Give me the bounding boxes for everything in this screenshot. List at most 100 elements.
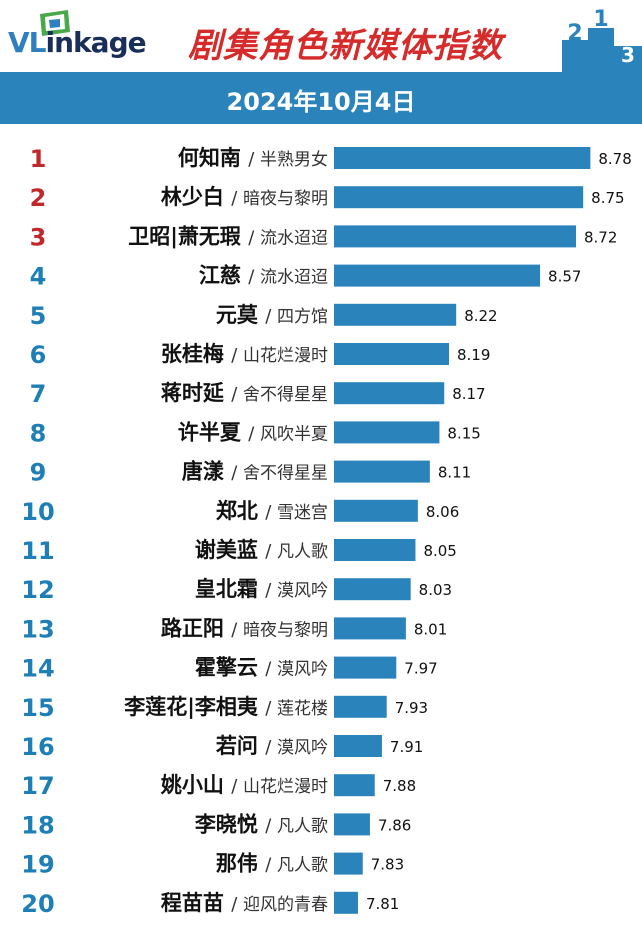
show-title: 凡人歌	[277, 542, 328, 562]
date-band: 2024年10月4日	[0, 72, 642, 124]
value-label: 8.78	[598, 150, 631, 168]
rank-number: 14	[21, 655, 54, 683]
rank-number: 7	[30, 380, 47, 408]
separator: /	[265, 815, 277, 836]
character-name: 蒋时延	[161, 381, 231, 405]
show-title: 暗夜与黎明	[243, 189, 328, 209]
show-title: 山花烂漫时	[243, 346, 328, 366]
rank-number: 10	[21, 498, 54, 526]
show-title: 山花烂漫时	[243, 777, 328, 797]
value-label: 8.11	[438, 464, 471, 482]
separator: /	[248, 149, 260, 170]
rank-number: 2	[30, 184, 47, 212]
row-label: 若问 / 漠风吟	[215, 734, 328, 758]
rank-number: 6	[30, 341, 47, 369]
rank-number: 3	[30, 223, 47, 251]
podium-label-2: 2	[567, 21, 582, 46]
value-label: 8.17	[452, 385, 485, 403]
show-title: 迎风的青春	[243, 895, 328, 915]
logo-text-rest: inkage	[45, 26, 147, 59]
separator: /	[265, 855, 277, 876]
row-label: 何知南 / 半熟男女	[178, 146, 328, 170]
value-label: 7.86	[378, 816, 411, 834]
rank-number: 20	[21, 890, 54, 918]
row-label: 张桂梅 / 山花烂漫时	[161, 342, 328, 366]
row-label: 卫昭|萧无瑕 / 流水迢迢	[128, 224, 328, 249]
character-name: 卫昭|萧无瑕	[128, 224, 248, 249]
value-label: 7.88	[383, 777, 416, 795]
bar	[334, 735, 382, 757]
value-label: 8.72	[584, 228, 617, 246]
show-title: 流水迢迢	[260, 268, 328, 288]
bar	[334, 891, 358, 914]
bar	[334, 382, 445, 405]
character-name: 元莫	[216, 303, 265, 327]
row-label: 路正阳 / 暗夜与黎明	[161, 616, 328, 640]
character-name: 何知南	[178, 146, 248, 170]
bar	[334, 264, 541, 287]
character-name: 路正阳	[161, 616, 231, 640]
page-title: 剧集角色新媒体指数	[188, 26, 503, 66]
separator: /	[231, 384, 243, 405]
separator: /	[265, 580, 277, 601]
rank-number: 12	[21, 576, 54, 604]
character-name: 江慈	[199, 264, 248, 288]
separator: /	[231, 619, 243, 640]
separator: /	[248, 267, 260, 288]
row-label: 林少白 / 暗夜与黎明	[161, 185, 328, 209]
separator: /	[265, 698, 277, 719]
show-title: 漠风吟	[277, 738, 328, 758]
show-title: 舍不得星星	[243, 464, 328, 484]
rank-number: 8	[30, 419, 47, 447]
character-name: 霍擎云	[195, 656, 265, 680]
character-name: 程苗苗	[161, 891, 231, 915]
logo-icon	[40, 10, 70, 36]
character-name: 姚小山	[160, 773, 231, 797]
value-label: 8.06	[426, 503, 459, 521]
bar	[334, 460, 430, 483]
bar	[334, 539, 416, 561]
bar	[334, 578, 411, 601]
character-name: 皇北霜	[195, 577, 265, 601]
value-label: 8.03	[419, 581, 452, 599]
value-label: 7.83	[371, 856, 404, 874]
podium-label-3: 3	[621, 43, 635, 67]
rank-number: 11	[21, 537, 54, 565]
value-label: 8.15	[447, 424, 480, 442]
show-title: 漠风吟	[277, 581, 328, 601]
character-name: 那伟	[216, 852, 265, 876]
podium-label-1: 1	[593, 7, 608, 32]
separator: /	[231, 188, 243, 209]
bar	[334, 499, 418, 522]
row-label: 元莫 / 四方馆	[216, 303, 328, 327]
show-title: 莲花楼	[277, 699, 328, 719]
rank-number: 9	[30, 459, 47, 487]
show-title: 凡人歌	[277, 856, 328, 876]
show-title: 舍不得星星	[243, 385, 328, 405]
bar	[334, 343, 450, 365]
separator: /	[265, 541, 277, 562]
rank-number: 19	[21, 851, 54, 879]
value-label: 7.91	[390, 738, 423, 756]
rank-number: 18	[21, 811, 54, 839]
header: VLinkage 剧集角色新媒体指数 2 1 3	[0, 0, 642, 72]
show-title: 漠风吟	[277, 660, 328, 680]
rank-number: 15	[21, 694, 54, 722]
bar	[334, 147, 591, 169]
value-label: 7.97	[404, 660, 437, 678]
separator: /	[231, 345, 243, 366]
rank-number: 4	[30, 263, 47, 291]
separator: /	[248, 423, 260, 444]
podium-icon: 2 1 3	[562, 7, 642, 72]
show-title: 雪迷宫	[277, 503, 328, 523]
show-title: 凡人歌	[277, 816, 328, 836]
character-name: 若问	[215, 734, 265, 758]
bar	[334, 225, 576, 248]
value-label: 7.93	[395, 699, 428, 717]
value-label: 8.01	[414, 620, 447, 638]
separator: /	[265, 502, 277, 523]
bar	[334, 852, 363, 875]
bar	[334, 813, 370, 836]
character-name: 张桂梅	[161, 342, 231, 366]
rank-number: 5	[30, 302, 47, 330]
